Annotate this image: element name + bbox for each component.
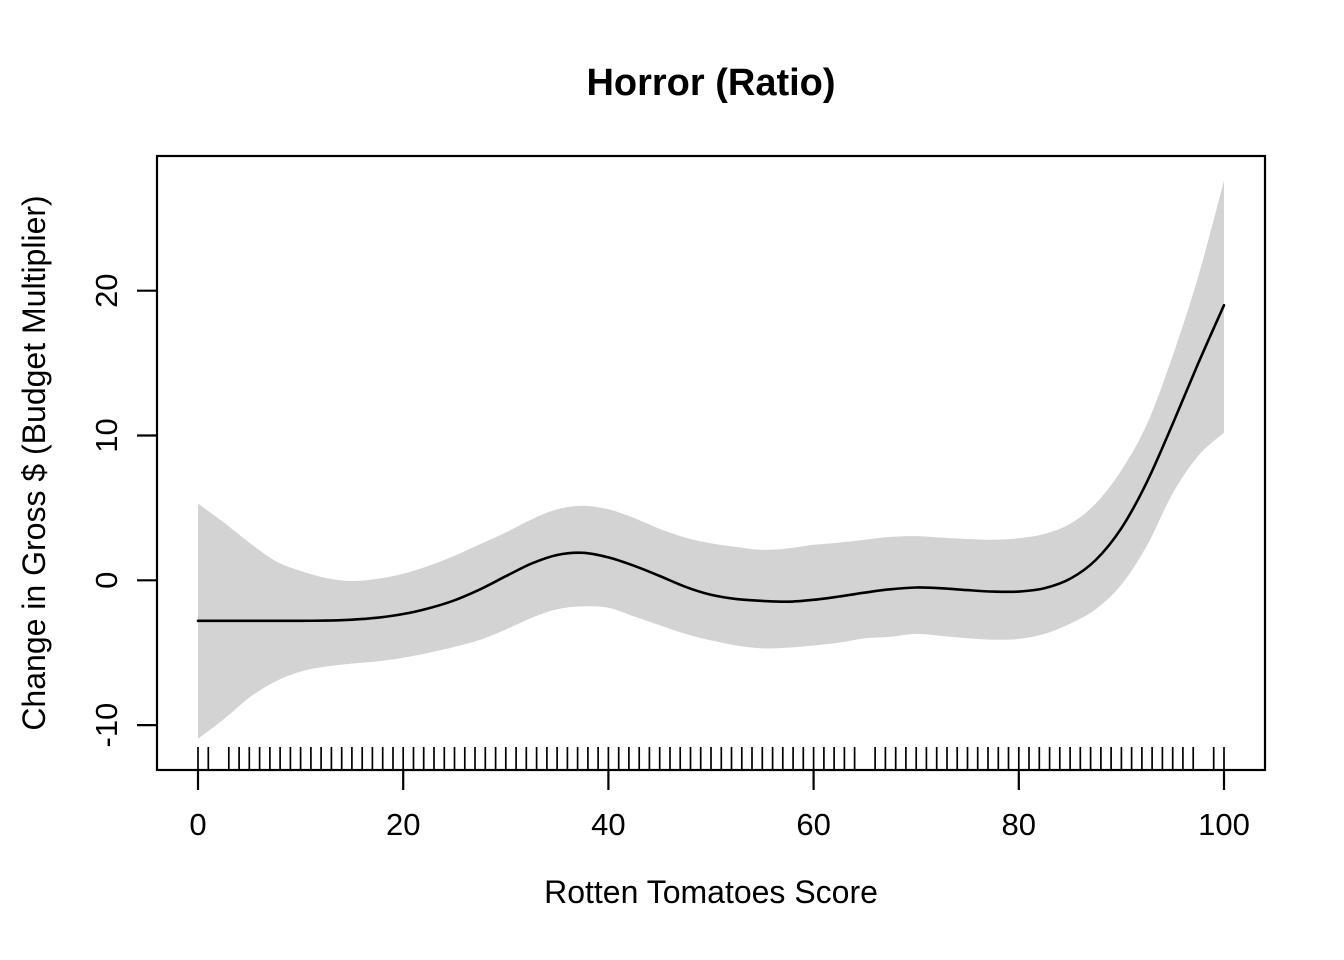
x-tick-label: 0 [189, 807, 206, 842]
rug-layer [197, 747, 1225, 769]
fit-line-layer [196, 303, 1226, 623]
x-tick-label: 60 [796, 807, 830, 842]
confidence-band [198, 180, 1224, 739]
x-tick-label: 80 [1002, 807, 1036, 842]
x-tick-label: 40 [591, 807, 625, 842]
axis-layer [137, 154, 1267, 790]
y-tick-label: 0 [89, 572, 124, 589]
plot-title: Horror (Ratio) [586, 62, 835, 104]
tick-label-layer: 0 20 40 60 80 100 -10 0 10 20 [89, 273, 1250, 842]
confidence-band-layer [198, 180, 1224, 739]
y-tick-label: 10 [89, 418, 124, 452]
x-axis-title: Rotten Tomatoes Score [544, 874, 878, 910]
plot-box [155, 154, 1267, 772]
y-axis-title: Change in Gross $ (Budget Multiplier) [16, 195, 52, 730]
x-tick-label: 100 [1198, 807, 1250, 842]
x-tick-label: 20 [386, 807, 420, 842]
y-tick-label: 20 [89, 273, 124, 307]
fit-line [196, 303, 1226, 623]
y-tick-label: -10 [89, 703, 124, 748]
